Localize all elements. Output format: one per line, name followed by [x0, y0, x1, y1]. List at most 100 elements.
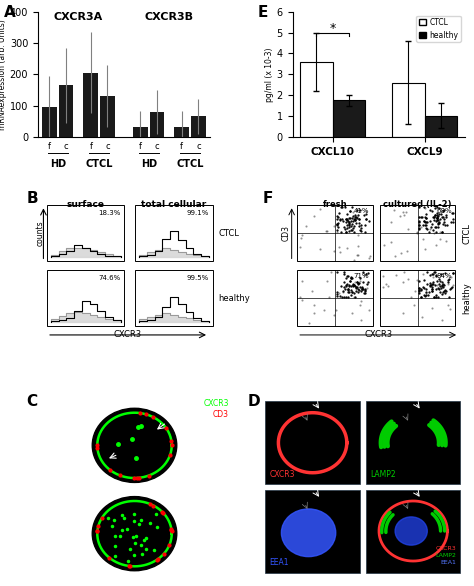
- Point: [344, 271, 352, 280]
- Point: [434, 292, 441, 301]
- Point: [360, 210, 368, 220]
- Point: [445, 292, 453, 301]
- Point: [346, 222, 353, 231]
- Point: [299, 295, 306, 305]
- Bar: [366, 489, 461, 573]
- Point: [337, 203, 345, 212]
- Point: [351, 213, 359, 222]
- Point: [439, 287, 447, 297]
- Bar: [42, 107, 57, 137]
- Point: [346, 277, 354, 286]
- Point: [420, 283, 428, 292]
- Point: [310, 301, 318, 310]
- Point: [427, 217, 434, 226]
- Point: [428, 284, 436, 294]
- Point: [344, 292, 352, 301]
- Text: EEA1: EEA1: [269, 558, 289, 567]
- Point: [432, 227, 440, 237]
- Point: [341, 202, 349, 212]
- Bar: [425, 116, 457, 137]
- Point: [340, 267, 348, 277]
- Point: [324, 226, 331, 236]
- Text: LAMP2: LAMP2: [370, 470, 396, 479]
- Point: [441, 288, 449, 298]
- Point: [411, 287, 419, 296]
- Bar: [174, 127, 189, 137]
- Point: [335, 242, 343, 251]
- Point: [347, 274, 355, 283]
- Point: [397, 248, 404, 258]
- Point: [430, 213, 438, 222]
- Point: [416, 220, 423, 230]
- Point: [344, 272, 351, 281]
- Point: [440, 205, 447, 214]
- Point: [428, 282, 436, 292]
- Point: [444, 279, 452, 288]
- Point: [344, 216, 351, 225]
- Text: LAMP2: LAMP2: [436, 553, 456, 558]
- Point: [383, 280, 390, 289]
- Point: [438, 212, 446, 222]
- Point: [330, 221, 338, 230]
- Point: [433, 210, 440, 220]
- Point: [425, 227, 433, 237]
- Point: [432, 241, 439, 250]
- Point: [361, 287, 369, 296]
- Point: [436, 279, 443, 288]
- Point: [357, 297, 365, 306]
- Point: [333, 219, 340, 228]
- Point: [422, 288, 430, 297]
- Point: [350, 255, 358, 264]
- Point: [320, 306, 328, 315]
- Text: D: D: [247, 394, 260, 409]
- Point: [416, 287, 423, 296]
- Point: [331, 246, 338, 255]
- Point: [402, 207, 410, 216]
- Point: [416, 288, 423, 298]
- Point: [343, 209, 351, 219]
- Point: [427, 278, 434, 287]
- Point: [348, 225, 356, 234]
- Point: [429, 270, 437, 279]
- Point: [449, 268, 456, 277]
- Point: [404, 224, 411, 234]
- Text: CXCR3: CXCR3: [204, 400, 229, 408]
- Point: [345, 288, 352, 297]
- Point: [328, 267, 335, 277]
- Point: [356, 282, 364, 292]
- Point: [433, 213, 441, 223]
- Point: [400, 207, 407, 217]
- Point: [416, 220, 423, 229]
- Point: [434, 281, 441, 290]
- Point: [361, 284, 369, 294]
- Point: [439, 206, 447, 216]
- Point: [310, 309, 318, 318]
- Point: [416, 217, 423, 226]
- Point: [354, 277, 361, 287]
- Point: [436, 281, 444, 291]
- Point: [421, 292, 429, 301]
- Point: [416, 217, 423, 227]
- Point: [413, 229, 421, 238]
- Text: EEA1: EEA1: [441, 560, 456, 565]
- Point: [349, 281, 357, 291]
- Point: [355, 222, 363, 231]
- Point: [422, 214, 430, 223]
- Point: [436, 214, 444, 224]
- Point: [430, 213, 438, 222]
- Point: [449, 214, 456, 224]
- Point: [428, 270, 436, 279]
- Point: [428, 286, 436, 295]
- Text: E: E: [258, 5, 268, 21]
- Point: [335, 222, 342, 231]
- Text: CXCR3: CXCR3: [269, 470, 295, 479]
- Point: [356, 277, 364, 286]
- Text: 68%: 68%: [436, 209, 452, 214]
- Text: CD3: CD3: [282, 226, 291, 241]
- Point: [430, 267, 438, 277]
- Point: [360, 267, 367, 277]
- Point: [333, 220, 340, 230]
- Polygon shape: [139, 248, 209, 257]
- Point: [416, 285, 423, 295]
- Point: [417, 285, 425, 294]
